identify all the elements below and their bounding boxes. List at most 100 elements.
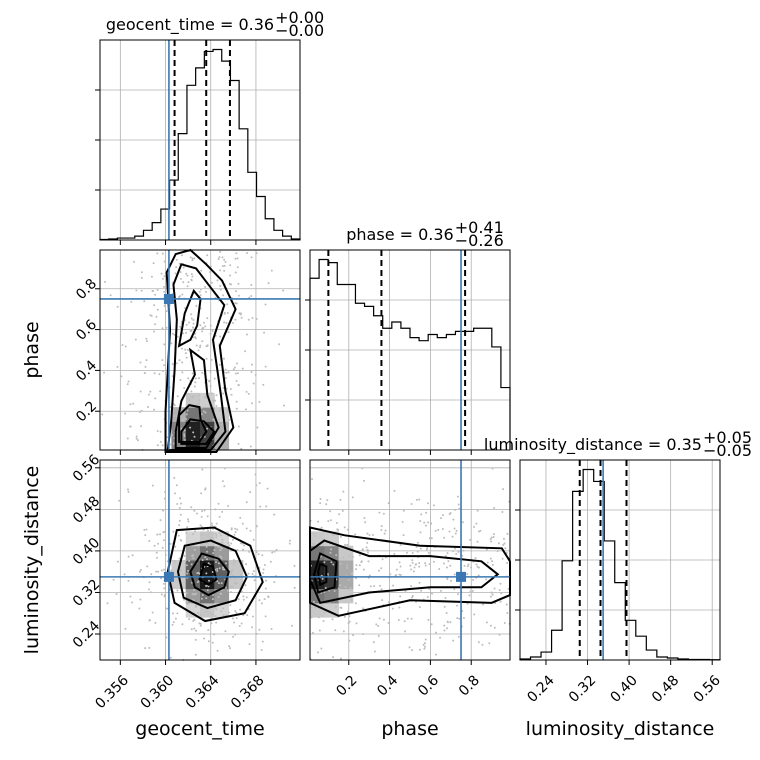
geocent_time-phase-sample-point [139, 390, 142, 393]
geocent_time-phase-sample-point [173, 414, 176, 417]
phase-luminosity_distance-sample-point [393, 553, 396, 556]
geocent_time-luminosity_distance-sample-point [155, 551, 158, 554]
phase-luminosity_distance-sample-point [381, 599, 384, 602]
geocent_time-phase-sample-point [175, 415, 178, 418]
geocent_time-luminosity_distance-sample-point [159, 519, 162, 522]
phase-luminosity_distance-sample-point [334, 629, 337, 632]
geocent_time-luminosity_distance-sample-point [199, 622, 202, 625]
geocent_time-luminosity_distance-sample-point [214, 615, 217, 618]
geocent_time-luminosity_distance-sample-point [127, 555, 130, 558]
geocent_time-phase-sample-point [121, 344, 124, 347]
geocent_time-phase-sample-point [163, 290, 166, 293]
phase-luminosity_distance-sample-point [443, 605, 446, 608]
phase-luminosity_distance-sample-point [491, 563, 494, 566]
geocent_time-phase-sample-point [181, 293, 184, 296]
phase-luminosity_distance-sample-point [403, 620, 406, 623]
geocent_time-phase-sample-point [223, 258, 226, 261]
geocent_time-luminosity_distance-sample-point [201, 510, 204, 513]
geocent_time-luminosity_distance-sample-point [291, 624, 294, 627]
luminosity_distance-title-minus: −0.05 [703, 441, 752, 460]
geocent_time-luminosity_distance-sample-point [224, 586, 227, 589]
geocent_time-luminosity_distance-sample-point [243, 544, 246, 547]
geocent_time-luminosity_distance-sample-point [174, 492, 177, 495]
geocent_time-phase-sample-point [156, 288, 159, 291]
geocent_time-phase-sample-point [178, 359, 181, 362]
geocent_time-phase-sample-point [159, 390, 162, 393]
phase-luminosity_distance-sample-point [310, 616, 313, 619]
geocent_time-phase-sample-point [255, 252, 258, 255]
geocent_time-luminosity_distance-sample-point [144, 647, 147, 650]
phase-luminosity_distance-sample-point [387, 601, 390, 604]
geocent_time-phase-sample-point [185, 418, 188, 421]
phase-luminosity_distance-sample-point [430, 522, 433, 525]
phase-luminosity_distance-sample-point [506, 562, 509, 565]
geocent_time-luminosity_distance-sample-point [263, 564, 266, 567]
geocent_time-luminosity_distance-sample-point [232, 635, 235, 638]
geocent_time-phase-sample-point [140, 409, 143, 412]
geocent_time-luminosity_distance-sample-point [157, 570, 160, 573]
geocent_time-phase-sample-point [182, 266, 185, 269]
geocent_time-phase-sample-point [181, 371, 184, 374]
geocent_time-luminosity_distance-sample-point [206, 550, 209, 553]
geocent_time-phase-sample-point [159, 430, 162, 433]
geocent_time-phase-sample-point [170, 342, 173, 345]
phase-luminosity_distance-sample-point [364, 521, 367, 524]
geocent_time-phase-contour-3 [174, 347, 220, 449]
geocent_time-phase-sample-point [191, 396, 194, 399]
geocent_time-phase-sample-point [163, 285, 166, 288]
geocent_time-luminosity_distance-sample-point [185, 532, 188, 535]
phase-luminosity_distance-sample-point [355, 564, 358, 567]
geocent_time-luminosity_distance-sample-point [233, 581, 236, 584]
phase-luminosity_distance-sample-point [427, 618, 430, 621]
geocent_time-phase-sample-point [237, 384, 240, 387]
phase-luminosity_distance-density-cell [338, 574, 354, 590]
geocent_time-phase-sample-point [139, 361, 142, 364]
geocent_time-luminosity_distance-sample-point [204, 556, 207, 559]
geocent_time-phase-sample-point [156, 444, 159, 447]
geocent_time-luminosity_distance-sample-point [219, 549, 222, 552]
phase-luminosity_distance-sample-point [311, 478, 314, 481]
geocent_time-phase-sample-point [198, 394, 201, 397]
geocent_time-phase-sample-point [140, 289, 143, 292]
geocent_time-luminosity_distance-sample-point [155, 556, 158, 559]
geocent_time-phase-sample-point [221, 265, 224, 268]
geocent_time-phase-sample-point [160, 272, 163, 275]
phase-luminosity_distance-sample-point [312, 600, 315, 603]
phase-luminosity_distance-sample-point [466, 565, 469, 568]
geocent_time-luminosity_distance-sample-point [218, 567, 221, 570]
geocent_time-phase-sample-point [226, 312, 229, 315]
phase-luminosity_distance-sample-point [470, 566, 473, 569]
phase-luminosity_distance-sample-point [502, 537, 505, 540]
geocent_time-phase-contour-5 [166, 263, 227, 451]
geocent_time-phase-sample-point [161, 252, 164, 255]
phase-luminosity_distance-sample-point [475, 563, 478, 566]
geocent_time-phase-sample-point [172, 442, 175, 445]
geocent_time-phase-sample-point [152, 262, 155, 265]
geocent_time-phase-sample-point [155, 315, 158, 318]
geocent_time-phase-sample-point [244, 408, 247, 411]
geocent_time-luminosity_distance-sample-point [273, 581, 276, 584]
geocent_time-phase-sample-point [199, 346, 202, 349]
phase-luminosity_distance-sample-point [485, 578, 488, 581]
phase-luminosity_distance-sample-point [432, 560, 435, 563]
geocent_time-phase-sample-point [252, 382, 255, 385]
geocent_time-phase-sample-point [213, 377, 216, 380]
geocent_time-phase-sample-point [183, 435, 186, 438]
geocent_time-phase-sample-point [126, 383, 129, 386]
geocent_time-luminosity_distance-sample-point [227, 611, 230, 614]
geocent_time-luminosity_distance-sample-point [187, 520, 190, 523]
phase-luminosity_distance-density-cell [338, 560, 354, 575]
geocent_time-luminosity_distance-sample-point [187, 518, 190, 521]
phase-luminosity_distance-sample-point [427, 502, 430, 505]
geocent_time-luminosity_distance-sample-point [148, 540, 151, 543]
phase-luminosity_distance-sample-point [404, 630, 407, 633]
geocent_time-luminosity_distance-sample-point [163, 568, 166, 571]
geocent_time-phase-sample-point [229, 264, 232, 267]
geocent_time-histogram-frame [99, 39, 301, 241]
geocent_time-phase-sample-point [163, 275, 166, 278]
geocent_time-phase-sample-point [137, 439, 140, 442]
geocent_time-phase-sample-point [199, 288, 202, 291]
geocent_time-phase-sample-point [165, 310, 168, 313]
phase-luminosity_distance-sample-point [379, 584, 382, 587]
geocent_time-luminosity_distance-sample-point [194, 592, 197, 595]
